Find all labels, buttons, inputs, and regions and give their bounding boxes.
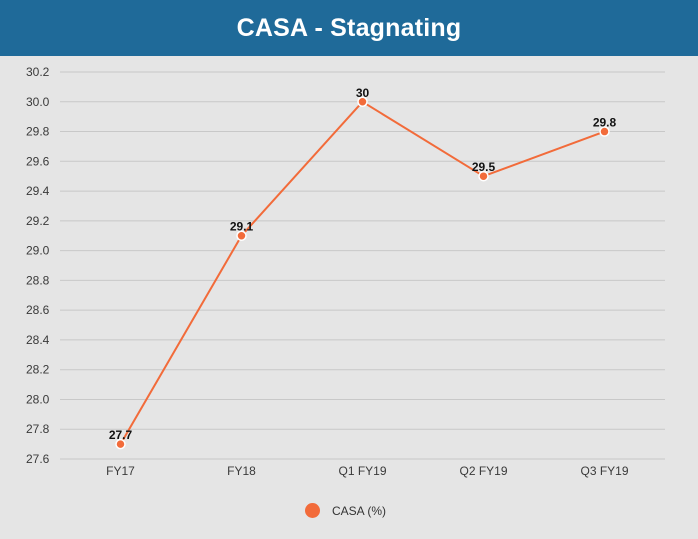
x-tick-label: Q3 FY19 <box>580 464 628 478</box>
y-tick-label: 28.6 <box>26 303 50 317</box>
data-point <box>599 126 610 137</box>
x-tick-label: FY17 <box>106 464 135 478</box>
data-point <box>236 230 247 241</box>
x-tick-label: Q2 FY19 <box>459 464 507 478</box>
y-tick-label: 28.8 <box>26 273 50 287</box>
data-point <box>478 170 489 182</box>
x-tick-label: FY18 <box>227 464 256 478</box>
y-tick-label: 29.8 <box>26 125 50 139</box>
data-label: 29.8 <box>593 116 617 130</box>
data-label: 29.5 <box>472 160 496 174</box>
legend-marker <box>305 503 320 518</box>
y-tick-label: 28.4 <box>26 333 50 347</box>
y-tick-label: 29.4 <box>26 184 50 198</box>
chart-title: CASA - Stagnating <box>236 13 462 42</box>
y-tick-label: 27.8 <box>26 422 50 436</box>
data-label: 30 <box>356 86 370 100</box>
y-tick-label: 29.2 <box>26 214 50 228</box>
series-line <box>119 100 605 445</box>
data-label: 27.7 <box>109 428 133 442</box>
y-tick-label: 29.0 <box>26 244 50 258</box>
legend-label: CASA (%) <box>332 503 387 518</box>
data-point <box>357 96 368 108</box>
legend[interactable]: CASA (%) <box>305 503 386 518</box>
y-tick-label: 27.6 <box>26 452 50 466</box>
x-tick-label: Q1 FY19 <box>338 464 386 478</box>
data-label: 29.1 <box>230 220 254 234</box>
y-tick-label: 28.0 <box>26 392 50 406</box>
y-tick-label: 29.6 <box>26 154 50 168</box>
y-tick-label: 28.2 <box>26 363 50 377</box>
chart-header: CASA - Stagnating <box>0 0 698 56</box>
y-tick-label: 30.2 <box>26 65 50 79</box>
y-tick-label: 30.0 <box>26 95 50 109</box>
data-point <box>115 438 126 450</box>
